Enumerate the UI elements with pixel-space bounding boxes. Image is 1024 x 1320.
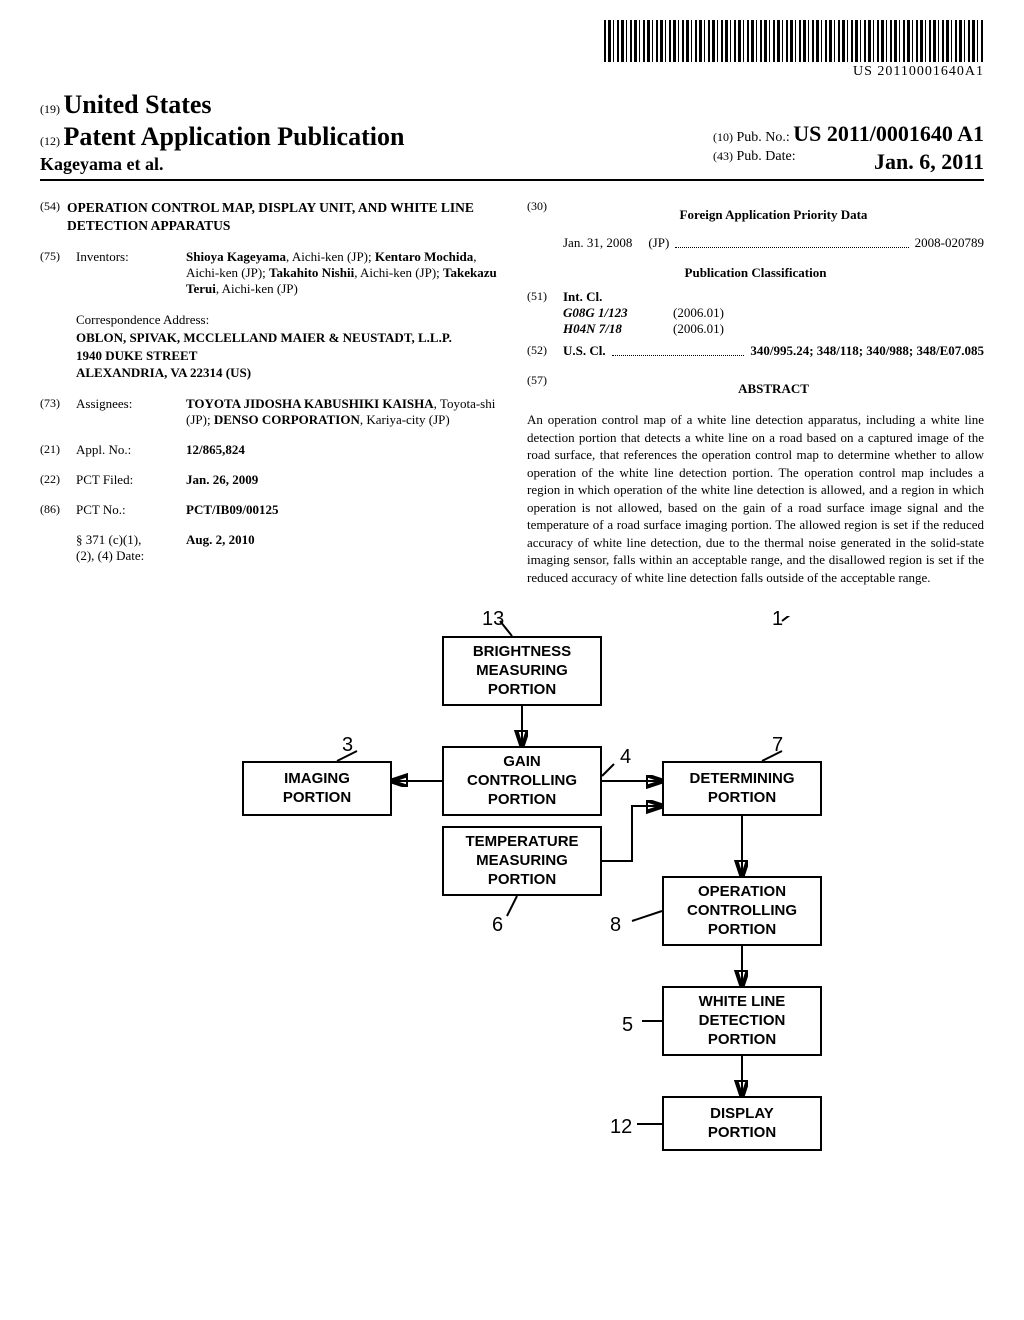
intcl-date-1: (2006.01) — [673, 321, 783, 337]
inventors-num: (75) — [40, 249, 76, 297]
inventors-label: Inventors: — [76, 249, 186, 297]
country: United States — [64, 90, 212, 119]
box-imaging: IMAGING PORTION — [242, 761, 392, 816]
box-brightness: BRIGHTNESS MEASURING PORTION — [442, 636, 602, 706]
title-num: (54) — [40, 199, 67, 235]
foreign-heading: Foreign Application Priority Data — [563, 207, 984, 223]
authors: Kageyama et al. — [40, 154, 404, 175]
abstract-heading: ABSTRACT — [563, 381, 984, 397]
barcode — [604, 20, 984, 62]
corr-line-0: OBLON, SPIVAK, MCCLELLAND MAIER & NEUSTA… — [76, 329, 497, 347]
pubno-value: US 2011/0001640 A1 — [793, 121, 984, 146]
intcl-num: (51) — [527, 289, 563, 337]
appl-label: Appl. No.: — [76, 442, 186, 458]
s371-value: Aug. 2, 2010 — [186, 532, 497, 564]
corr-line-1: 1940 DUKE STREET — [76, 347, 497, 365]
pubdate-prefix: (43) — [713, 149, 733, 163]
ref-five: 5 — [622, 1014, 633, 1037]
intcl-code-1: H04N 7/18 — [563, 321, 673, 337]
pct-no-label: PCT No.: — [76, 502, 186, 518]
pct-filed-label: PCT Filed: — [76, 472, 186, 488]
foreign-cc: (JP) — [648, 235, 669, 251]
ref-twelve: 12 — [610, 1116, 632, 1139]
foreign-app: 2008-020789 — [915, 235, 984, 251]
inventors: Shioya Kageyama, Aichi-ken (JP); Kentaro… — [186, 249, 497, 297]
invention-title: OPERATION CONTROL MAP, DISPLAY UNIT, AND… — [67, 199, 497, 235]
s371-spacer — [40, 532, 76, 564]
pubdate-value: Jan. 6, 2011 — [874, 149, 984, 175]
pubno-label: Pub. No.: — [737, 130, 790, 145]
corr-line-2: ALEXANDRIA, VA 22314 (US) — [76, 364, 497, 382]
ref-thirteen: 13 — [482, 608, 504, 631]
barcode-number: US 20110001640A1 — [853, 64, 984, 80]
ref-eight: 8 — [610, 914, 621, 937]
dot-leader — [675, 235, 908, 248]
box-temperature: TEMPERATURE MEASURING PORTION — [442, 826, 602, 896]
abstract-num: (57) — [527, 373, 563, 405]
foreign-num: (30) — [527, 199, 563, 231]
pubno-prefix: (10) — [713, 130, 733, 144]
ref-three: 3 — [342, 734, 353, 757]
ref-seven: 7 — [772, 734, 783, 757]
pct-no-value: PCT/IB09/00125 — [186, 502, 497, 518]
box-determining: DETERMINING PORTION — [662, 761, 822, 816]
uscl-num: (52) — [527, 343, 563, 359]
pubclass-heading: Publication Classification — [527, 265, 984, 281]
intcl-label: Int. Cl. — [563, 289, 984, 305]
uscl-value: 340/995.24; 348/118; 340/988; 348/E07.08… — [750, 343, 984, 359]
uscl-label: U.S. Cl. — [563, 343, 606, 359]
block-diagram: BRIGHTNESS MEASURING PORTION GAIN CONTROL… — [162, 616, 862, 1176]
barcode-region: US 20110001640A1 — [40, 20, 984, 80]
box-opcontrol: OPERATION CONTROLLING PORTION — [662, 876, 822, 946]
appl-value: 12/865,824 — [186, 442, 497, 458]
ref-one: 1 — [772, 608, 783, 631]
dot-leader — [612, 343, 745, 356]
doc-type: Patent Application Publication — [64, 122, 405, 151]
assignees-num: (73) — [40, 396, 76, 428]
box-gain: GAIN CONTROLLING PORTION — [442, 746, 602, 816]
header-right: (10) Pub. No.: US 2011/0001640 A1 (43) P… — [713, 121, 984, 175]
header: (19) United States (12) Patent Applicati… — [40, 90, 984, 181]
ref-four: 4 — [620, 746, 631, 769]
pct-no-num: (86) — [40, 502, 76, 518]
country-prefix: (19) — [40, 102, 60, 116]
biblio-columns: (54) OPERATION CONTROL MAP, DISPLAY UNIT… — [40, 199, 984, 586]
assignees-label: Assignees: — [76, 396, 186, 428]
box-whiteline: WHITE LINE DETECTION PORTION — [662, 986, 822, 1056]
header-left: (19) United States (12) Patent Applicati… — [40, 90, 404, 175]
pubdate-label: Pub. Date: — [737, 149, 796, 164]
corr-label: Correspondence Address: — [76, 311, 497, 329]
abstract-text: An operation control map of a white line… — [527, 411, 984, 586]
foreign-date: Jan. 31, 2008 — [563, 235, 632, 251]
correspondence-address: Correspondence Address: OBLON, SPIVAK, M… — [76, 311, 497, 381]
box-display: DISPLAY PORTION — [662, 1096, 822, 1151]
intcl-code-0: G08G 1/123 — [563, 305, 673, 321]
left-column: (54) OPERATION CONTROL MAP, DISPLAY UNIT… — [40, 199, 497, 586]
intcl-date-0: (2006.01) — [673, 305, 783, 321]
assignees: TOYOTA JIDOSHA KABUSHIKI KAISHA, Toyota-… — [186, 396, 497, 428]
appl-num: (21) — [40, 442, 76, 458]
doc-prefix: (12) — [40, 134, 60, 148]
ref-six: 6 — [492, 914, 503, 937]
pct-filed-num: (22) — [40, 472, 76, 488]
pct-filed-value: Jan. 26, 2009 — [186, 472, 497, 488]
right-column: (30) Foreign Application Priority Data J… — [527, 199, 984, 586]
figure: BRIGHTNESS MEASURING PORTION GAIN CONTROL… — [40, 616, 984, 1176]
s371-label: § 371 (c)(1), (2), (4) Date: — [76, 532, 186, 564]
